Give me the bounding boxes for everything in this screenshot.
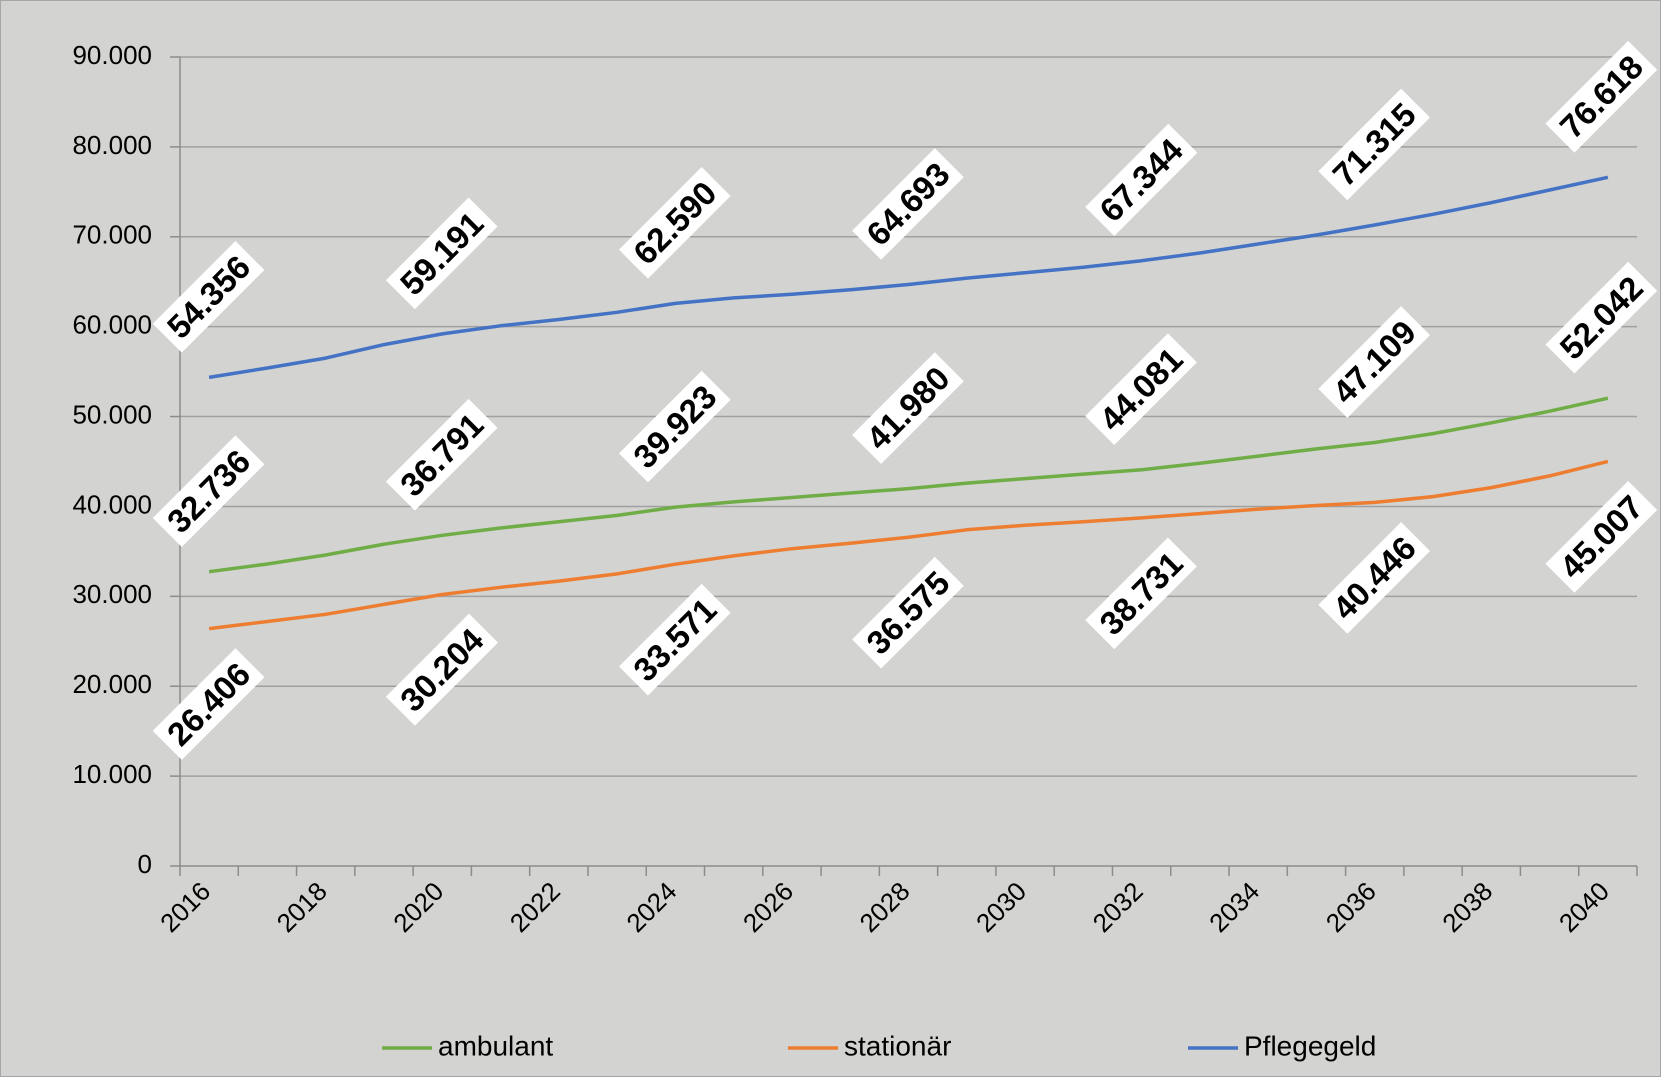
data-label-box — [1318, 522, 1431, 634]
data-label-text: 26.406 — [160, 655, 258, 753]
data-label-text: 38.731 — [1092, 545, 1190, 643]
x-tick-label: 2034 — [1203, 876, 1265, 938]
data-label-box — [385, 197, 498, 310]
data-label: 41.980 — [852, 352, 964, 464]
data-label-box — [152, 241, 265, 353]
y-tick-label: 60.000 — [72, 310, 152, 340]
x-tick-label: 2018 — [271, 876, 333, 938]
data-label-box — [852, 556, 964, 669]
y-tick-label: 30.000 — [72, 579, 152, 609]
data-label-text: 41.980 — [859, 359, 957, 457]
data-label-text: 45.007 — [1553, 488, 1651, 586]
data-label-box — [1545, 481, 1658, 593]
data-label: 71.315 — [1318, 88, 1431, 201]
data-label: 67.344 — [1085, 123, 1198, 236]
x-tick-label: 2022 — [504, 876, 566, 938]
y-tick-label: 0 — [138, 849, 152, 879]
data-label-text: 30.204 — [393, 621, 491, 719]
data-label-text: 36.575 — [859, 564, 957, 662]
data-label: 39.923 — [618, 370, 731, 483]
data-label-box — [1085, 333, 1197, 446]
data-label-text: 76.618 — [1553, 48, 1651, 146]
data-label: 52.042 — [1545, 261, 1658, 374]
y-tick-label: 90.000 — [72, 40, 152, 70]
legend-label: stationär — [844, 1030, 951, 1061]
data-label: 44.081 — [1085, 333, 1197, 446]
legend-label: ambulant — [438, 1030, 553, 1061]
x-tick-label: 2036 — [1320, 876, 1382, 938]
data-label: 26.406 — [152, 648, 265, 760]
data-label-text: 59.191 — [393, 205, 491, 303]
x-tick-label: 2030 — [970, 876, 1032, 938]
data-label-box — [1545, 40, 1658, 153]
data-label: 33.571 — [618, 583, 731, 696]
data-label: 54.356 — [152, 241, 265, 353]
data-label: 32.736 — [152, 435, 265, 548]
x-tick-label: 2026 — [737, 876, 799, 938]
data-label: 36.791 — [385, 398, 498, 511]
data-label: 38.731 — [1085, 537, 1197, 650]
x-tick-label: 2020 — [387, 876, 449, 938]
data-label-box — [385, 398, 498, 511]
data-label-text: 71.315 — [1325, 96, 1423, 194]
data-label-text: 33.571 — [626, 591, 724, 689]
x-tick-label: 2040 — [1553, 876, 1615, 938]
data-label-text: 40.446 — [1325, 529, 1423, 627]
y-tick-label: 10.000 — [72, 759, 152, 789]
data-label-text: 54.356 — [160, 248, 258, 346]
line-series — [208, 459, 1609, 631]
data-label-text: 67.344 — [1092, 131, 1190, 229]
data-label-text: 62.590 — [626, 174, 724, 272]
line-series — [208, 175, 1609, 380]
data-label-box — [1085, 123, 1198, 236]
y-tick-label: 80.000 — [72, 130, 152, 160]
data-label-text: 64.693 — [859, 155, 957, 253]
line-series — [208, 396, 1609, 574]
data-label-box — [618, 166, 731, 279]
x-tick-label: 2032 — [1087, 876, 1149, 938]
y-tick-label: 40.000 — [72, 489, 152, 519]
data-label-text: 32.736 — [160, 442, 258, 540]
data-label-box — [618, 583, 731, 696]
data-label-box — [152, 648, 265, 760]
data-label-box — [852, 352, 964, 464]
data-label-box — [1085, 537, 1197, 650]
x-tick-label: 2028 — [853, 876, 915, 938]
data-label: 59.191 — [385, 197, 498, 310]
y-tick-label: 50.000 — [72, 399, 152, 429]
y-tick-label: 70.000 — [72, 220, 152, 250]
data-label: 40.446 — [1318, 522, 1431, 634]
data-label-box — [152, 435, 265, 548]
data-label-box — [1318, 306, 1431, 418]
data-label-box — [618, 370, 731, 483]
data-label-box — [385, 613, 499, 726]
data-label-text: 52.042 — [1553, 269, 1651, 367]
data-label: 47.109 — [1318, 306, 1431, 418]
data-label-text: 47.109 — [1325, 313, 1423, 411]
data-label: 30.204 — [385, 613, 499, 726]
data-label-box — [1545, 261, 1658, 374]
data-label-box — [852, 148, 964, 260]
data-label-text: 39.923 — [626, 378, 724, 476]
data-label-text: 36.791 — [393, 406, 491, 504]
x-tick-label: 2016 — [154, 876, 216, 938]
data-label-box — [1318, 88, 1431, 201]
data-label: 36.575 — [852, 556, 964, 669]
legend-label: Pflegegeld — [1244, 1030, 1376, 1061]
x-tick-label: 2038 — [1436, 876, 1498, 938]
data-label-text: 44.081 — [1092, 340, 1190, 438]
x-tick-label: 2024 — [620, 876, 682, 938]
data-label: 64.693 — [852, 148, 964, 260]
data-label: 62.590 — [618, 166, 731, 279]
y-tick-label: 20.000 — [72, 669, 152, 699]
data-label: 45.007 — [1545, 481, 1658, 593]
